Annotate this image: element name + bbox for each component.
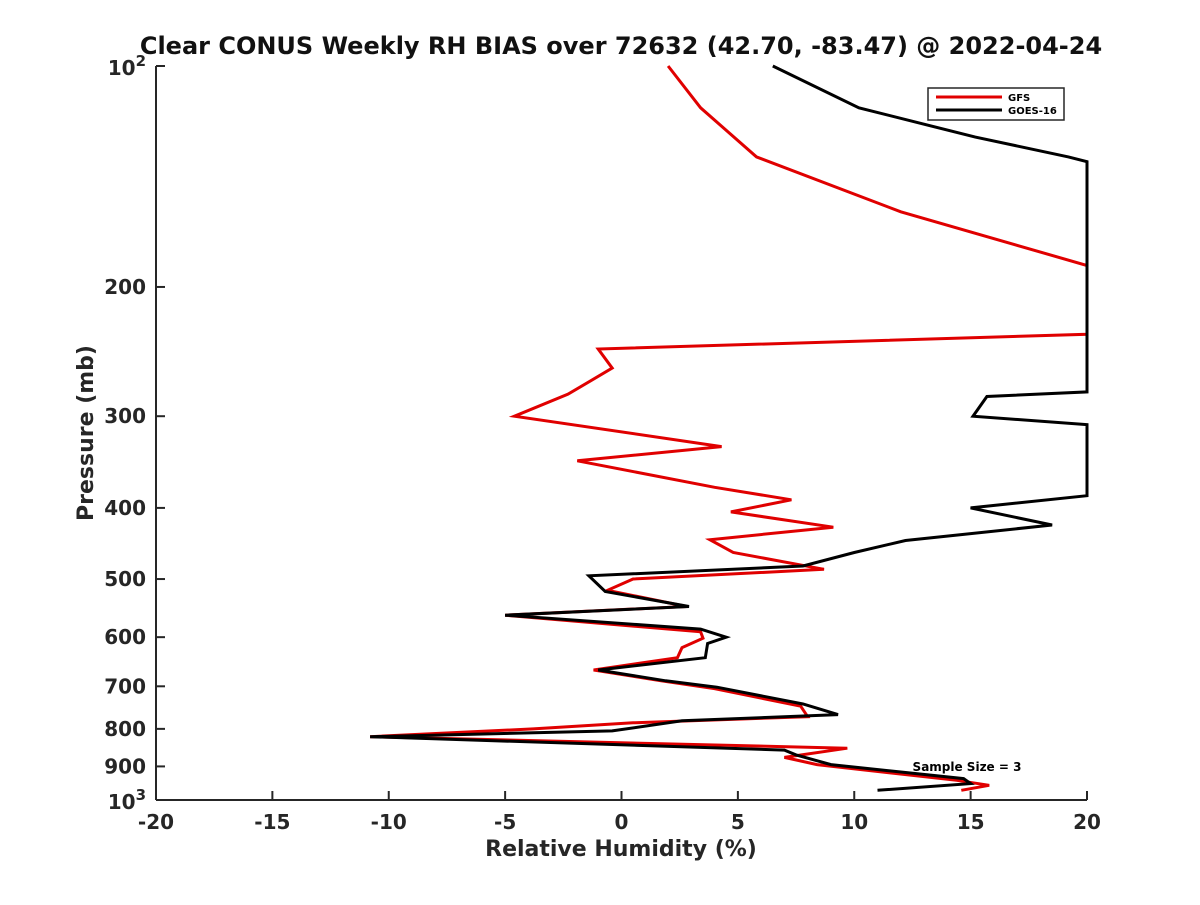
y-axis-label: Pressure (mb) — [74, 345, 99, 521]
legend-label: GOES-16 — [1008, 106, 1057, 117]
plot-area: -20 -15 -10 -5 0 5 10 15 20 10220030040050060070… — [104, 52, 1101, 834]
x-tick-label: -20 — [138, 810, 174, 834]
x-tick-label: -15 — [254, 810, 290, 834]
y-tick-label: 500 — [104, 567, 146, 591]
y-tick-exponent: 2 — [136, 52, 146, 70]
y-tick-exponent: 3 — [136, 786, 146, 804]
legend: GFS GOES-16 — [927, 87, 1065, 121]
chart-title: Clear CONUS Weekly RH BIAS over 72632 (4… — [140, 32, 1102, 60]
legend-label: GFS — [1008, 93, 1030, 104]
y-tick-label: 800 — [104, 717, 146, 741]
y-tick-label: 900 — [104, 754, 146, 778]
y-tick-base: 10 — [108, 790, 136, 814]
x-tick-label: -10 — [371, 810, 407, 834]
x-tick-label: 20 — [1073, 810, 1101, 834]
y-tick-label: 200 — [104, 275, 146, 299]
series-layer — [370, 64, 1089, 792]
y-tick-label: 600 — [104, 625, 146, 649]
x-tick-label: -5 — [494, 810, 516, 834]
x-ticks: -20 -15 -10 -5 0 5 10 15 20 — [138, 791, 1101, 834]
x-tick-label: 5 — [731, 810, 745, 834]
y-tick-label: 700 — [104, 674, 146, 698]
x-axis-label: Relative Humidity (%) — [485, 837, 757, 862]
y-tick-label: 300 — [104, 404, 146, 428]
x-tick-label: 0 — [615, 810, 629, 834]
x-tick-label: 10 — [840, 810, 868, 834]
legend-items: GFS GOES-16 — [936, 93, 1057, 117]
y-tick-label: 102 — [108, 52, 146, 80]
y-tick-base: 10 — [108, 56, 136, 80]
y-tick-label: 103 — [108, 786, 146, 814]
legend-box — [927, 87, 1065, 121]
series-line-gfs — [370, 65, 1089, 792]
series-line-goes-16 — [370, 64, 1089, 792]
x-tick-label: 15 — [957, 810, 985, 834]
sample-size-annotation: Sample Size = 3 — [913, 760, 1022, 774]
y-tick-label: 400 — [104, 496, 146, 520]
